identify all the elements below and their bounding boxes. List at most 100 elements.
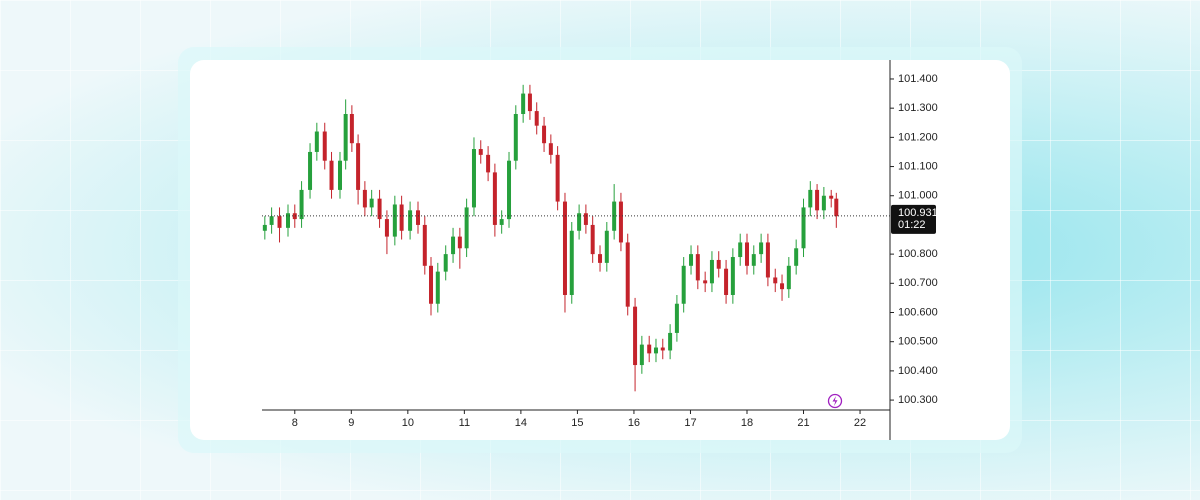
- candle-body: [668, 332, 673, 351]
- candle-body: [314, 131, 319, 152]
- candle-body: [590, 224, 595, 255]
- candle-body: [292, 213, 297, 220]
- candle-body: [821, 195, 826, 211]
- candle-body: [457, 236, 462, 249]
- y-tick-label: 100.700: [898, 277, 938, 289]
- candle-body: [464, 207, 469, 249]
- candle-body: [647, 344, 652, 354]
- candle-body: [392, 204, 397, 237]
- x-tick-label: 15: [571, 417, 583, 429]
- y-tick-label: 100.600: [898, 306, 938, 318]
- candle-body: [527, 93, 532, 112]
- candle-body: [709, 259, 714, 284]
- candle-body: [730, 257, 735, 295]
- candle-body: [780, 283, 785, 290]
- candle-body: [486, 154, 491, 173]
- candle-body: [286, 213, 291, 228]
- candle-body: [562, 201, 567, 295]
- candle-body: [801, 207, 806, 249]
- candle-body: [829, 195, 834, 199]
- candle-body: [369, 198, 374, 208]
- candle-body: [618, 201, 623, 243]
- x-tick-label: 21: [797, 417, 809, 429]
- candle-body: [751, 254, 756, 266]
- candle-body: [815, 189, 820, 211]
- candle-body: [429, 265, 434, 304]
- candle-body: [786, 265, 791, 290]
- candle-body: [451, 236, 456, 255]
- x-tick-label: 9: [348, 417, 354, 429]
- candle-body: [583, 213, 588, 225]
- candle-body: [338, 160, 343, 190]
- candle-body: [377, 198, 382, 220]
- candle-body: [422, 224, 427, 266]
- candle-body: [542, 125, 547, 144]
- candle-body: [408, 210, 413, 231]
- candle-body: [738, 242, 743, 258]
- candle-body: [478, 149, 483, 155]
- y-tick-label: 101.300: [898, 102, 938, 114]
- candle-body: [443, 254, 448, 272]
- candle-body: [356, 143, 361, 190]
- y-tick-label: 101.000: [898, 190, 938, 202]
- last-price-box: [891, 204, 936, 234]
- candle-body: [399, 204, 404, 231]
- candle-body: [435, 271, 440, 304]
- candle-body: [277, 216, 282, 228]
- x-tick-label: 11: [459, 417, 470, 429]
- candle-body: [513, 114, 518, 161]
- y-tick-label: 100.300: [898, 394, 938, 406]
- candle-body: [759, 242, 764, 255]
- y-tick-label: 101.400: [898, 73, 938, 85]
- candle-body: [349, 114, 354, 144]
- candle-body: [604, 230, 609, 263]
- y-tick-label: 100.500: [898, 336, 938, 348]
- candle-body: [689, 254, 694, 266]
- candle-body: [416, 210, 421, 225]
- x-tick-label: 17: [684, 417, 696, 429]
- y-tick-label: 100.800: [898, 248, 938, 260]
- candle-body: [808, 189, 813, 208]
- candle-body: [534, 111, 539, 126]
- candle-body: [765, 242, 770, 278]
- last-price-label: 100.931: [898, 207, 938, 219]
- candle-body: [612, 201, 617, 231]
- candle-body: [471, 149, 476, 208]
- candle-body: [695, 254, 700, 281]
- y-tick-label: 101.200: [898, 131, 938, 143]
- candle-body: [834, 198, 839, 217]
- candle-body: [492, 172, 497, 225]
- candle-body: [499, 219, 504, 225]
- x-tick-label: 10: [402, 417, 414, 429]
- candle-body: [598, 254, 603, 263]
- candle-body: [633, 306, 638, 366]
- y-tick-label: 100.400: [898, 365, 938, 377]
- candle-body: [343, 114, 348, 161]
- candle-body: [362, 189, 367, 208]
- candle-body: [681, 265, 686, 304]
- candle-body: [773, 277, 778, 284]
- candle-body: [653, 347, 658, 354]
- candle-body: [521, 93, 526, 115]
- candle-body: [308, 151, 313, 190]
- candle-body: [269, 216, 274, 225]
- x-tick-label: 8: [292, 417, 298, 429]
- x-tick-label: 16: [628, 417, 640, 429]
- y-tick-label: 101.100: [898, 160, 938, 172]
- candle-body: [660, 347, 665, 351]
- candle-body: [674, 303, 679, 333]
- candle-body: [794, 248, 799, 266]
- candle-body: [322, 131, 327, 161]
- lightning-icon[interactable]: [827, 393, 843, 409]
- candle-body: [569, 230, 574, 295]
- candle-body: [329, 160, 334, 190]
- candle-body: [384, 219, 389, 237]
- candle-body: [724, 268, 729, 295]
- candle-body: [744, 242, 749, 266]
- candle-body: [507, 160, 512, 220]
- candle-body: [299, 189, 304, 220]
- candle-body: [577, 213, 582, 231]
- candle-body: [703, 280, 708, 284]
- x-tick-label: 18: [741, 417, 753, 429]
